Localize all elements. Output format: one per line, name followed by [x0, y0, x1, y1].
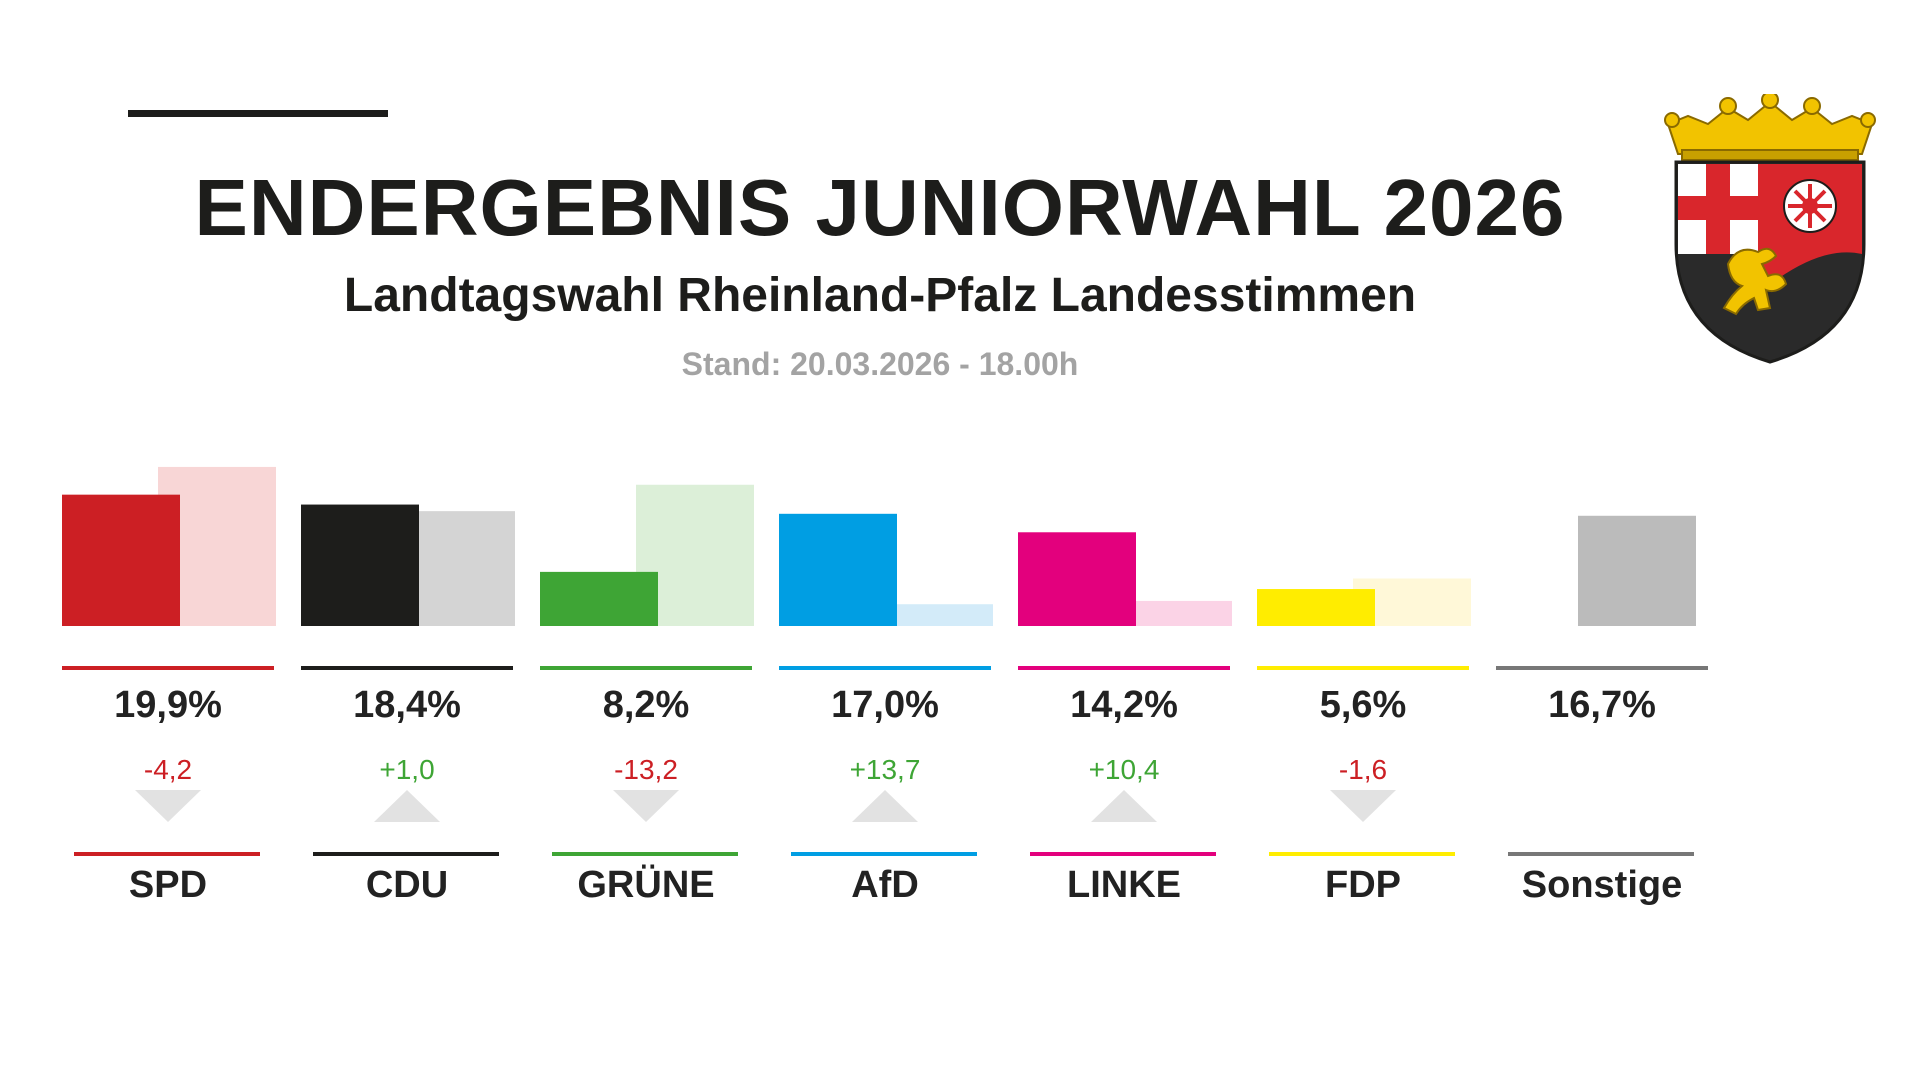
- party-label-afd: AfD: [851, 864, 919, 906]
- value-rule-fdp: [1257, 666, 1469, 670]
- party-rule-linke: [1030, 852, 1216, 856]
- party-rule-fdp: [1269, 852, 1455, 856]
- party-label-fdp: FDP: [1325, 864, 1401, 906]
- party-label-grne: GRÜNE: [577, 864, 715, 906]
- value-label-sonstige: 16,7%: [1548, 684, 1656, 726]
- status-timestamp: Stand: 20.03.2026 - 18.00h: [681, 346, 1079, 382]
- triangle-up-icon-linke: [1091, 790, 1157, 822]
- value-rule-linke: [1018, 666, 1230, 670]
- top-accent-rule: [128, 110, 388, 117]
- diff-label-grne: -13,2: [614, 754, 678, 785]
- value-rule-afd: [779, 666, 991, 670]
- bar-current-linke: [1018, 532, 1136, 626]
- party-label-sonstige: Sonstige: [1521, 864, 1683, 906]
- value-label-cdu: 18,4%: [353, 684, 461, 726]
- chart-title: ENDERGEBNIS JUNIORWAHL 2026: [194, 163, 1566, 252]
- value-rule-grne: [540, 666, 752, 670]
- bar-current-fdp: [1257, 589, 1375, 626]
- party-label-linke: LINKE: [1067, 864, 1181, 906]
- value-label-grne: 8,2%: [602, 684, 690, 726]
- bar-current-spd: [62, 494, 180, 626]
- bar-current-sonstige: [1578, 515, 1696, 626]
- party-rule-grne: [552, 852, 738, 856]
- triangle-down-icon-grne: [613, 790, 679, 822]
- triangle-up-icon-cdu: [374, 790, 440, 822]
- bar-current-afd: [779, 513, 897, 626]
- chart-subtitle: Landtagswahl Rheinland-Pfalz Landesstimm…: [343, 269, 1417, 322]
- diff-label-linke: +10,4: [1088, 754, 1160, 785]
- triangle-up-icon-afd: [852, 790, 918, 822]
- diff-label-afd: +13,7: [849, 754, 921, 785]
- coat-of-arms-icon: [1664, 94, 1876, 364]
- party-label-cdu: CDU: [365, 864, 449, 906]
- party-rule-afd: [791, 852, 977, 856]
- diff-label-cdu: +1,0: [379, 754, 435, 785]
- bar-current-grne: [540, 571, 658, 626]
- bar-previous-afd: [875, 604, 993, 626]
- party-rule-spd: [74, 852, 260, 856]
- diff-label-fdp: -1,6: [1338, 754, 1388, 785]
- value-rule-spd: [62, 666, 274, 670]
- value-label-linke: 14,2%: [1070, 684, 1178, 726]
- value-label-fdp: 5,6%: [1319, 684, 1407, 726]
- value-rule-sonstige: [1496, 666, 1708, 670]
- value-label-afd: 17,0%: [831, 684, 939, 726]
- party-label-spd: SPD: [128, 864, 208, 906]
- triangle-down-icon-spd: [135, 790, 201, 822]
- diff-label-spd: -4,2: [143, 754, 193, 785]
- party-rule-sonstige: [1508, 852, 1694, 856]
- value-label-spd: 19,9%: [114, 684, 222, 726]
- party-rule-cdu: [313, 852, 499, 856]
- triangle-down-icon-fdp: [1330, 790, 1396, 822]
- value-rule-cdu: [301, 666, 513, 670]
- bar-current-cdu: [301, 504, 419, 626]
